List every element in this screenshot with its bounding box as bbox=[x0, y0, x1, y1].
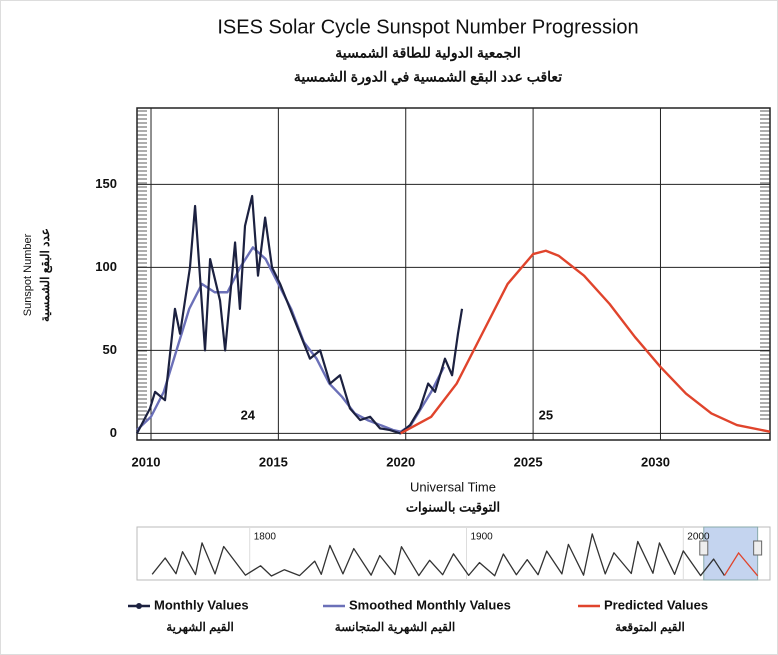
navigator-tick-label: 2000 bbox=[687, 532, 710, 543]
y-tick-label: 0 bbox=[110, 425, 117, 440]
x-tick-label: 2010 bbox=[132, 454, 161, 469]
navigator-tick-label: 1800 bbox=[254, 532, 277, 543]
x-tick-label: 2020 bbox=[386, 454, 415, 469]
data-line bbox=[400, 249, 771, 435]
x-axis-title: Universal Time bbox=[410, 479, 496, 494]
navigator-selection bbox=[703, 526, 759, 581]
x-axis-title: التوقيت بالسنوات bbox=[406, 499, 500, 515]
legend-marker bbox=[136, 603, 142, 609]
chart-title: ISES Solar Cycle Sunspot Number Progress… bbox=[217, 16, 638, 38]
x-tick-label: 2030 bbox=[641, 454, 670, 469]
legend-label: القيم المتوقعة bbox=[615, 620, 685, 635]
legend-label: Monthly Values bbox=[154, 597, 249, 612]
subtitle: تعاقب عدد البقع الشمسية في الدورة الشمسي… bbox=[294, 69, 562, 86]
x-tick-label: 2015 bbox=[259, 454, 288, 469]
legend-label: القيم الشهرية bbox=[166, 620, 234, 635]
legend-label: Smoothed Monthly Values bbox=[349, 597, 511, 612]
navigator-predicted bbox=[723, 551, 759, 577]
y-tick-label: 150 bbox=[95, 176, 117, 191]
navigator-handle bbox=[699, 540, 709, 556]
annotation: 25 bbox=[539, 408, 553, 423]
y-tick-label: 100 bbox=[95, 259, 117, 274]
legend-label: Predicted Values bbox=[604, 597, 708, 612]
navigator-line bbox=[151, 533, 726, 577]
navigator-handle bbox=[753, 540, 763, 556]
y-axis-title: عدد البقع الشمسية bbox=[38, 228, 53, 322]
x-tick-label: 2025 bbox=[514, 454, 543, 469]
subtitle: الجمعية الدولية للطاقة الشمسية bbox=[335, 45, 521, 62]
legend-label: القيم الشهرية المتجانسة bbox=[335, 620, 455, 635]
y-tick-label: 50 bbox=[103, 342, 117, 357]
y-axis-title: Sunspot Number bbox=[22, 233, 34, 316]
annotation: 24 bbox=[241, 408, 256, 423]
navigator-tick-label: 1900 bbox=[471, 532, 494, 543]
data-line bbox=[136, 194, 464, 435]
